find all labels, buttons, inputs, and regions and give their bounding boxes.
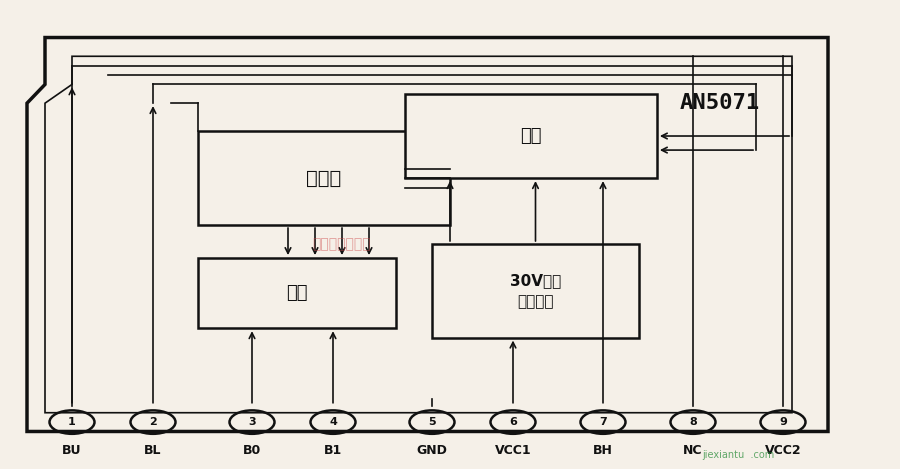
Text: 8: 8 — [689, 417, 697, 427]
Text: 7: 7 — [599, 417, 607, 427]
Text: GND: GND — [417, 444, 447, 457]
Bar — [405, 94, 657, 178]
Text: 1: 1 — [68, 417, 76, 427]
Bar — [432, 244, 639, 338]
Text: 维库电子市场网: 维库电子市场网 — [312, 237, 372, 251]
Text: B0: B0 — [243, 444, 261, 457]
Text: 4: 4 — [329, 417, 337, 427]
Text: VCC2: VCC2 — [765, 444, 801, 457]
Text: 5: 5 — [428, 417, 436, 427]
Text: 输出: 输出 — [520, 127, 542, 145]
Text: BL: BL — [144, 444, 162, 457]
Text: VCC1: VCC1 — [495, 444, 531, 457]
Text: B1: B1 — [324, 444, 342, 457]
Text: BU: BU — [62, 444, 82, 457]
Text: NC: NC — [683, 444, 703, 457]
Text: BH: BH — [593, 444, 613, 457]
Text: 输入: 输入 — [286, 284, 308, 302]
Text: 3: 3 — [248, 417, 256, 427]
Text: 30V电压
控制电路: 30V电压 控制电路 — [510, 273, 561, 309]
Text: 译码器: 译码器 — [306, 169, 342, 188]
Bar — [198, 258, 396, 328]
Text: 2: 2 — [149, 417, 157, 427]
Text: jiexiantu  .com: jiexiantu .com — [702, 450, 774, 460]
Text: 6: 6 — [509, 417, 517, 427]
Text: AN5071: AN5071 — [680, 93, 760, 113]
Text: 9: 9 — [779, 417, 787, 427]
Bar — [198, 131, 450, 225]
